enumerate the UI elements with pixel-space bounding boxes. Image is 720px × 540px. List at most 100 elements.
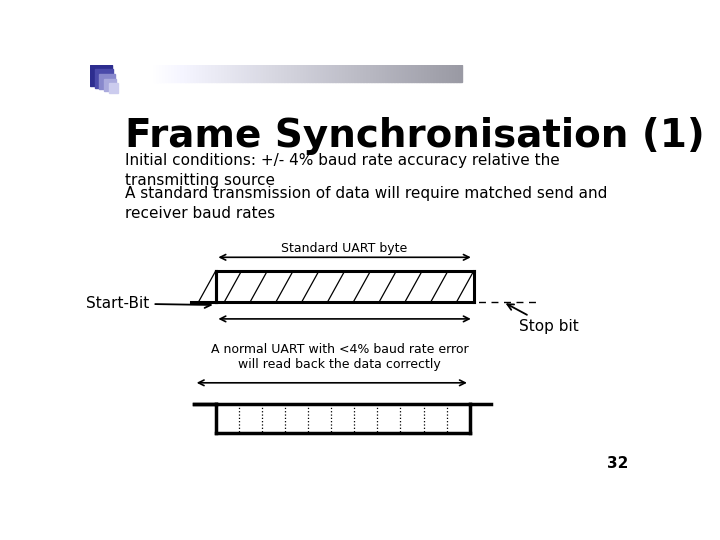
Bar <box>323 65 324 82</box>
Bar <box>315 65 316 82</box>
Bar <box>281 65 282 82</box>
Bar <box>310 65 312 82</box>
Bar <box>457 65 459 82</box>
Bar <box>195 65 197 82</box>
Bar <box>158 65 160 82</box>
Bar <box>157 65 158 82</box>
Bar <box>367 65 369 82</box>
Bar <box>375 65 377 82</box>
Bar <box>277 65 279 82</box>
Bar <box>316 65 318 82</box>
Bar <box>223 65 225 82</box>
Bar <box>321 65 323 82</box>
Bar <box>197 65 199 82</box>
Bar <box>254 65 256 82</box>
Bar <box>296 65 297 82</box>
Bar <box>164 65 166 82</box>
Bar <box>411 65 413 82</box>
Bar <box>456 65 457 82</box>
Bar <box>217 65 219 82</box>
Bar <box>94 70 113 88</box>
Bar <box>372 65 374 82</box>
Bar <box>441 65 442 82</box>
Bar <box>266 65 269 82</box>
Bar <box>212 65 214 82</box>
Bar <box>392 65 394 82</box>
Bar <box>369 65 371 82</box>
Bar <box>199 65 200 82</box>
Bar <box>259 65 261 82</box>
Bar <box>297 65 300 82</box>
Bar <box>380 65 382 82</box>
Bar <box>333 65 335 82</box>
Bar <box>210 65 211 82</box>
Bar <box>264 65 265 82</box>
Bar <box>395 65 397 82</box>
Bar <box>226 65 228 82</box>
Bar <box>175 65 177 82</box>
Bar <box>437 65 438 82</box>
Bar <box>351 65 352 82</box>
Bar <box>338 65 340 82</box>
Bar <box>104 79 117 91</box>
Bar <box>318 65 320 82</box>
Bar <box>446 65 448 82</box>
Bar <box>208 65 210 82</box>
Bar <box>302 65 304 82</box>
Bar <box>461 65 462 82</box>
Bar <box>245 65 246 82</box>
Bar <box>420 65 422 82</box>
Bar <box>428 65 429 82</box>
Bar <box>253 65 254 82</box>
Bar <box>238 65 239 82</box>
Bar <box>418 65 420 82</box>
Bar <box>346 65 347 82</box>
Bar <box>166 65 168 82</box>
Bar <box>184 65 186 82</box>
Bar <box>90 65 112 86</box>
Bar <box>402 65 403 82</box>
Bar <box>415 65 417 82</box>
Bar <box>389 65 391 82</box>
Bar <box>433 65 434 82</box>
Bar <box>243 65 245 82</box>
Bar <box>222 65 223 82</box>
Bar <box>378 65 380 82</box>
Bar <box>284 65 285 82</box>
Text: Stop bit: Stop bit <box>508 304 578 334</box>
Bar <box>377 65 378 82</box>
Bar <box>181 65 183 82</box>
Text: A normal UART with <4% baud rate error
will read back the data correctly: A normal UART with <4% baud rate error w… <box>211 343 469 372</box>
Bar <box>265 65 266 82</box>
Bar <box>330 65 332 82</box>
Bar <box>233 65 234 82</box>
Bar <box>191 65 192 82</box>
Bar <box>382 65 383 82</box>
Bar <box>256 65 258 82</box>
Bar <box>400 65 402 82</box>
Bar <box>203 65 204 82</box>
Bar <box>194 65 195 82</box>
Bar <box>285 65 287 82</box>
Bar <box>453 65 454 82</box>
Bar <box>271 65 273 82</box>
Bar <box>228 65 230 82</box>
Bar <box>279 65 281 82</box>
Bar <box>152 65 153 82</box>
Bar <box>174 65 175 82</box>
Bar <box>444 65 445 82</box>
Bar <box>397 65 398 82</box>
Bar <box>429 65 431 82</box>
Bar <box>329 65 330 82</box>
Bar <box>406 65 408 82</box>
Bar <box>246 65 248 82</box>
Bar <box>423 65 425 82</box>
Bar <box>300 65 301 82</box>
Bar <box>349 65 351 82</box>
Bar <box>383 65 384 82</box>
Bar <box>459 65 461 82</box>
Bar <box>231 65 233 82</box>
Bar <box>394 65 395 82</box>
Bar <box>360 65 361 82</box>
Bar <box>155 65 157 82</box>
